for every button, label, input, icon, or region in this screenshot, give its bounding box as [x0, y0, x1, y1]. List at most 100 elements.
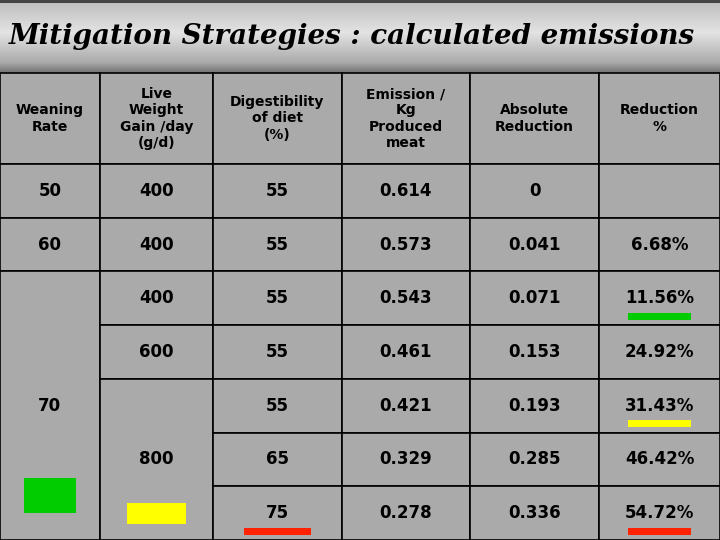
Text: 0.278: 0.278 [379, 504, 432, 522]
Bar [0, 55, 720, 56]
Bar [24, 478, 76, 513]
Text: 46.42%: 46.42% [625, 450, 694, 468]
Bar [244, 528, 311, 535]
Bar [0, 46, 720, 47]
Bar [0, 8, 720, 9]
Text: Weaning
Rate: Weaning Rate [16, 103, 84, 133]
Text: 55: 55 [266, 289, 289, 307]
Bar [0, 69, 720, 70]
Bar [0, 51, 720, 52]
Bar [99, 379, 213, 540]
Bar [99, 325, 213, 379]
Text: 54.72%: 54.72% [625, 504, 694, 522]
Text: 55: 55 [266, 235, 289, 254]
Bar [341, 73, 470, 164]
Bar [470, 218, 599, 272]
Text: 0.461: 0.461 [379, 343, 432, 361]
Text: Mitigation Strategies : calculated emissions: Mitigation Strategies : calculated emiss… [9, 23, 695, 50]
Bar [0, 45, 720, 46]
Bar [0, 18, 720, 19]
Text: 24.92%: 24.92% [625, 343, 694, 361]
Bar [341, 218, 470, 272]
Bar [0, 5, 720, 6]
Text: 75: 75 [266, 504, 289, 522]
Bar [0, 39, 720, 40]
Bar [0, 34, 720, 35]
Text: Emission /
Kg
Produced
meat: Emission / Kg Produced meat [366, 87, 446, 150]
Bar [0, 52, 720, 53]
Bar [0, 50, 720, 51]
Text: 0.071: 0.071 [508, 289, 561, 307]
Text: 70: 70 [38, 397, 61, 415]
Bar [0, 1, 720, 2]
Bar [0, 48, 720, 49]
Bar [599, 73, 720, 164]
Bar [470, 325, 599, 379]
Bar [0, 23, 720, 24]
Bar [628, 313, 691, 320]
Bar [599, 379, 720, 433]
Text: 60: 60 [38, 235, 61, 254]
Bar [213, 73, 341, 164]
Bar [0, 36, 720, 37]
Bar [99, 218, 213, 272]
Bar [0, 43, 720, 44]
Bar [470, 379, 599, 433]
Bar [213, 164, 341, 218]
Text: 0.041: 0.041 [508, 235, 561, 254]
Bar [0, 21, 720, 22]
Bar [213, 218, 341, 272]
Bar [0, 59, 720, 60]
Bar [470, 164, 599, 218]
Text: 65: 65 [266, 450, 289, 468]
Bar [0, 54, 720, 55]
Bar [0, 37, 720, 38]
Bar [0, 66, 720, 67]
Bar [0, 68, 720, 69]
Bar [470, 433, 599, 487]
Text: 600: 600 [139, 343, 174, 361]
Bar [0, 32, 720, 33]
Bar [0, 29, 720, 30]
Bar [0, 33, 720, 34]
Bar [213, 433, 341, 487]
Bar [213, 272, 341, 325]
Bar [0, 272, 99, 540]
Text: 800: 800 [139, 450, 174, 468]
Text: 0.573: 0.573 [379, 235, 432, 254]
Bar [0, 2, 720, 3]
Text: 400: 400 [139, 182, 174, 200]
Bar [0, 218, 99, 272]
Bar [0, 164, 99, 218]
Bar [599, 433, 720, 487]
Bar [0, 71, 720, 72]
Bar [0, 10, 720, 11]
Bar [0, 67, 720, 68]
Bar [0, 44, 720, 45]
Bar [0, 24, 720, 25]
Bar [0, 70, 720, 71]
Bar [599, 164, 720, 218]
Bar [0, 42, 720, 43]
Bar [0, 64, 720, 65]
Text: 55: 55 [266, 182, 289, 200]
Bar [0, 25, 720, 26]
Bar [0, 0, 720, 3]
Bar [0, 60, 720, 62]
Bar [341, 487, 470, 540]
Text: 0.421: 0.421 [379, 397, 432, 415]
Text: 400: 400 [139, 289, 174, 307]
Bar [0, 7, 720, 8]
Bar [628, 420, 691, 427]
Text: 55: 55 [266, 343, 289, 361]
Text: 50: 50 [38, 182, 61, 200]
Text: 55: 55 [266, 397, 289, 415]
Bar [0, 4, 720, 5]
Bar [0, 58, 720, 59]
Bar [0, 19, 720, 20]
Text: 400: 400 [139, 235, 174, 254]
Bar [341, 379, 470, 433]
Bar [0, 72, 720, 73]
Bar [470, 73, 599, 164]
Bar [599, 272, 720, 325]
